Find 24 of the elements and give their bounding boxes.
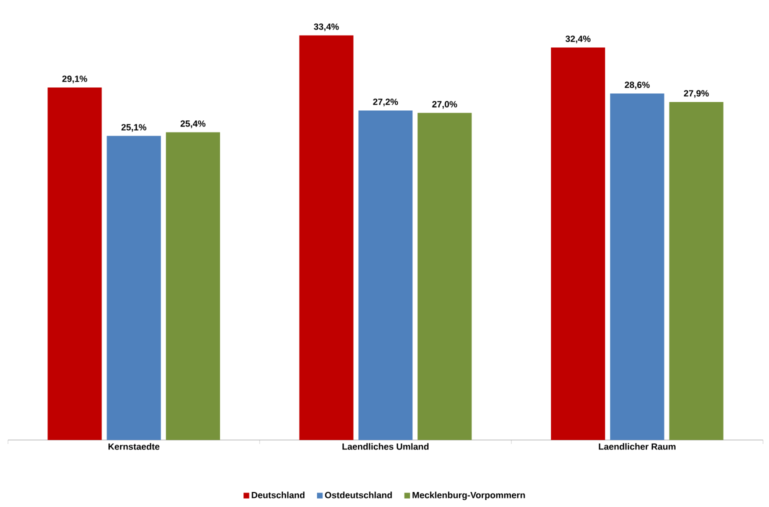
bar bbox=[550, 47, 606, 440]
data-label: 25,1% bbox=[121, 124, 146, 132]
bar bbox=[48, 87, 102, 440]
data-label: 25,4% bbox=[180, 120, 206, 128]
data-label: 27,2% bbox=[373, 98, 398, 106]
x-tick-label: Laendlicher Raum bbox=[598, 443, 676, 450]
bar bbox=[669, 102, 724, 440]
data-label: 28,6% bbox=[624, 82, 650, 90]
bar bbox=[106, 136, 161, 440]
data-label: 29,1% bbox=[62, 76, 88, 84]
bar bbox=[610, 94, 664, 440]
bar bbox=[358, 110, 413, 440]
bar bbox=[166, 132, 220, 440]
legend-label: Deutschland bbox=[252, 492, 304, 498]
data-label: 33,4% bbox=[314, 24, 339, 32]
data-label: 32,4% bbox=[566, 36, 590, 44]
legend-label: Mecklenburg-Vorpommern bbox=[412, 492, 525, 500]
legend-label: Ostdeutschland bbox=[325, 492, 392, 498]
bar bbox=[299, 35, 354, 440]
x-tick-label: Kernstaedte bbox=[108, 443, 160, 450]
data-label: 27,9% bbox=[684, 90, 709, 98]
x-tick-label: Laendliches Umland bbox=[342, 443, 429, 450]
data-label: 27,0% bbox=[432, 101, 458, 109]
bar bbox=[418, 112, 472, 440]
